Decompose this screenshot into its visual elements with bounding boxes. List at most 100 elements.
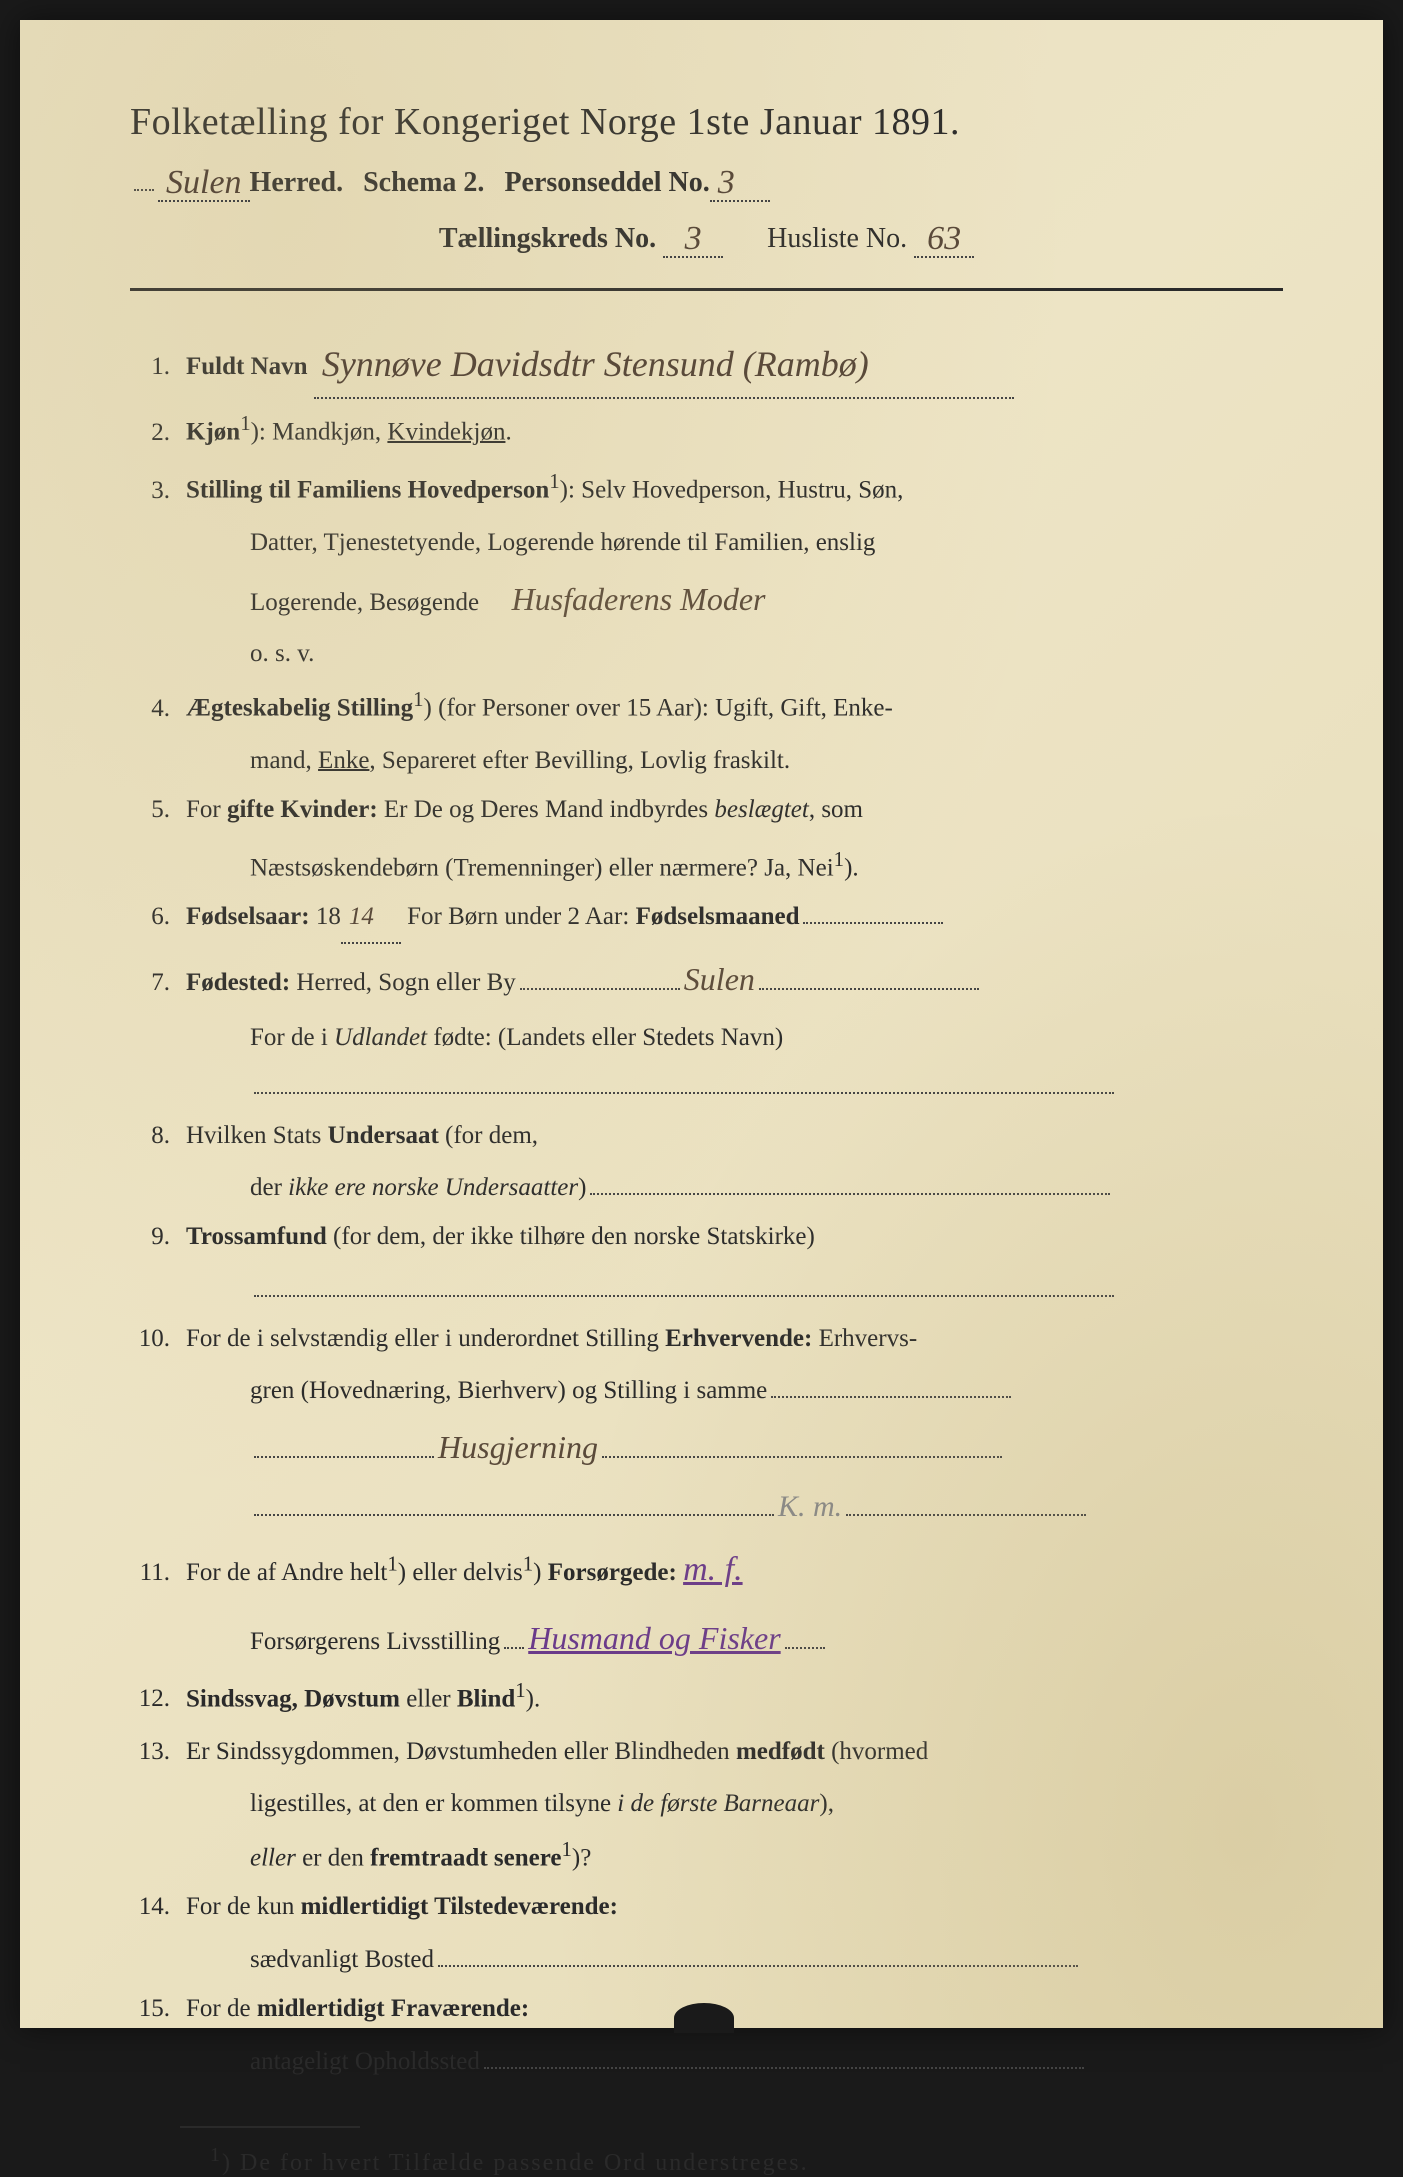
row-3: 3. Stilling til Familiens Hovedperson1):… (130, 461, 1283, 515)
herred-field: Sulen (158, 162, 250, 202)
page-tear (674, 2003, 734, 2033)
field-text: For Børn under 2 Aar: (401, 903, 636, 930)
dotted-leader (254, 1491, 774, 1516)
field-label: gifte Kvinder: (227, 796, 378, 823)
row-7-cont: For de i Udlandet fødte: (Landets eller … (130, 1014, 1283, 1063)
schema-label: Schema 2. (363, 167, 484, 199)
italic-text: i de første Barneaar (617, 1790, 819, 1817)
field-text: , Separeret efter Bevilling, Lovlig fras… (369, 747, 790, 774)
husliste-field: 63 (914, 218, 974, 258)
row-10: 10. For de i selvstændig eller i underor… (130, 1315, 1283, 1364)
dotted-leader (520, 965, 680, 990)
row-content: Er Sindssygdommen, Døvstumheden eller Bl… (186, 1728, 1283, 1777)
year-value: 14 (349, 903, 374, 930)
row-number: 10. (130, 1315, 186, 1364)
dotted-leader (254, 1433, 434, 1458)
field-label: Forsørgede: (548, 1559, 677, 1586)
husliste-value: 63 (927, 220, 961, 257)
husliste-label: Husliste No. (767, 223, 907, 254)
field-text: der (250, 1174, 288, 1201)
field-text: For de i (250, 1024, 334, 1051)
row-number: 4. (130, 685, 186, 734)
row-number: 7. (130, 959, 186, 1008)
row-12: 12. Sindssvag, Døvstum eller Blind1). (130, 1670, 1283, 1724)
field-text: gren (Hovednæring, Bierhverv) og Stillin… (250, 1377, 767, 1404)
footnote-ref: 1 (240, 411, 250, 435)
field-text: For de i selvstændig eller i underordnet… (186, 1325, 665, 1352)
field-label2: Fødselsmaaned (636, 903, 800, 930)
field-text: mand, (250, 747, 318, 774)
footnote-ref: 1 (523, 1552, 533, 1576)
field-label: Trossamfund (186, 1223, 327, 1250)
row-content: For de kun midlertidigt Tilstedeværende: (186, 1883, 1283, 1932)
field-end: ). (526, 1685, 541, 1712)
row-number: 2. (130, 409, 186, 458)
row-content: Fødested: Herred, Sogn eller BySulen (186, 948, 1283, 1010)
herred-label: Herred. (250, 167, 344, 199)
field-label: Fuldt Navn (186, 353, 308, 380)
dotted-leader (785, 1624, 825, 1649)
row-1: 1. Fuldt Navn Synnøve Davidsdtr Stensund… (130, 327, 1283, 399)
provider-value: Husmand og Fisker (528, 1620, 780, 1656)
dotted-leader (590, 1170, 1110, 1195)
field-text: ligestilles, at den er kommen tilsyne (250, 1790, 617, 1817)
row-11: 11. For de af Andre helt1) eller delvis1… (130, 1537, 1283, 1603)
dotted-leader (602, 1433, 1002, 1458)
dotted-leader (254, 1272, 1114, 1297)
row-7: 7. Fødested: Herred, Sogn eller BySulen (130, 948, 1283, 1010)
field-text: ): Selv Hovedperson, Hustru, Søn, (560, 477, 904, 504)
field-text: er den (296, 1845, 370, 1872)
italic-text: eller (250, 1845, 296, 1872)
row-9: 9. Trossamfund (for dem, der ikke tilhør… (130, 1213, 1283, 1262)
year-field: 14 (341, 893, 401, 944)
field-label: Stilling til Familiens Hovedperson (186, 477, 549, 504)
row-3-cont: Datter, Tjenestetyende, Logerende hørend… (130, 519, 1283, 568)
row-number: 8. (130, 1112, 186, 1161)
full-name-value: Synnøve Davidsdtr Stensund (Rambø) (322, 344, 869, 384)
field-text: ) (533, 1559, 548, 1586)
year-prefix: 18 (310, 903, 341, 930)
herred-line: Sulen Herred. Schema 2. Personseddel No.… (130, 162, 1283, 202)
dotted-leader (759, 965, 979, 990)
row-content: Hvilken Stats Undersaat (for dem, (186, 1112, 1283, 1161)
personseddel-label: Personseddel No. (504, 167, 709, 199)
taellingskreds-field: 3 (663, 218, 723, 258)
row-content: Fuldt Navn Synnøve Davidsdtr Stensund (R… (186, 327, 1283, 399)
row-number: 1. (130, 343, 186, 392)
relation-value: Husfaderens Moder (512, 581, 766, 617)
field-text: ) (for Personer over 15 Aar): Ugift, Gif… (424, 695, 893, 722)
row-number: 14. (130, 1883, 186, 1932)
row-8-cont: der ikke ere norske Undersaatter) (130, 1164, 1283, 1213)
field-text: Næstsøskendebørn (Tremenninger) eller næ… (250, 854, 834, 881)
field-label: Fødested: (186, 969, 290, 996)
row-14: 14. For de kun midlertidigt Tilstedevære… (130, 1883, 1283, 1932)
census-form-page: Folketælling for Kongeriget Norge 1ste J… (20, 20, 1383, 2028)
field-text: For de kun (186, 1893, 301, 1920)
form-header: Folketælling for Kongeriget Norge 1ste J… (130, 100, 1283, 258)
field-text: Herred, Sogn eller By (290, 969, 516, 996)
dotted-leader (846, 1491, 1086, 1516)
form-body: 1. Fuldt Navn Synnøve Davidsdtr Stensund… (130, 327, 1283, 2086)
occupation-value: Husgjerning (438, 1429, 598, 1465)
row-number: 9. (130, 1213, 186, 1262)
field-text: fødte: (Landets eller Stedets Navn) (427, 1024, 783, 1051)
dotted-leader (771, 1373, 1011, 1398)
field-label: midlertidigt Fraværende: (257, 1995, 529, 2022)
selected-option: Kvindekjøn (387, 419, 505, 446)
italic-text: Udlandet (334, 1024, 427, 1051)
row-number: 3. (130, 467, 186, 516)
row-6: 6. Fødselsaar: 18 14 For Børn under 2 Aar… (130, 893, 1283, 944)
field-text: Er De og Deres Mand indbyrdes (378, 796, 715, 823)
field-label: Fødselsaar: (186, 903, 310, 930)
row-10-pencil: K. m. (130, 1478, 1283, 1537)
field-text: For (186, 796, 227, 823)
kreds-line: Tællingskreds No. 3 Husliste No. 63 (130, 218, 1283, 258)
footnote-ref: 1 (561, 1837, 571, 1861)
footnote-ref: 1 (834, 847, 844, 871)
row-number: 6. (130, 893, 186, 942)
footnote-text: ) De for hvert Tilfælde passende Ord und… (222, 2150, 809, 2176)
row-11-cont: Forsørgerens LivsstillingHusmand og Fisk… (130, 1607, 1283, 1669)
field-end: . (505, 419, 511, 446)
field-label: Undersaat (328, 1122, 439, 1149)
row-content: For de midlertidigt Fraværende: (186, 1985, 1283, 2034)
